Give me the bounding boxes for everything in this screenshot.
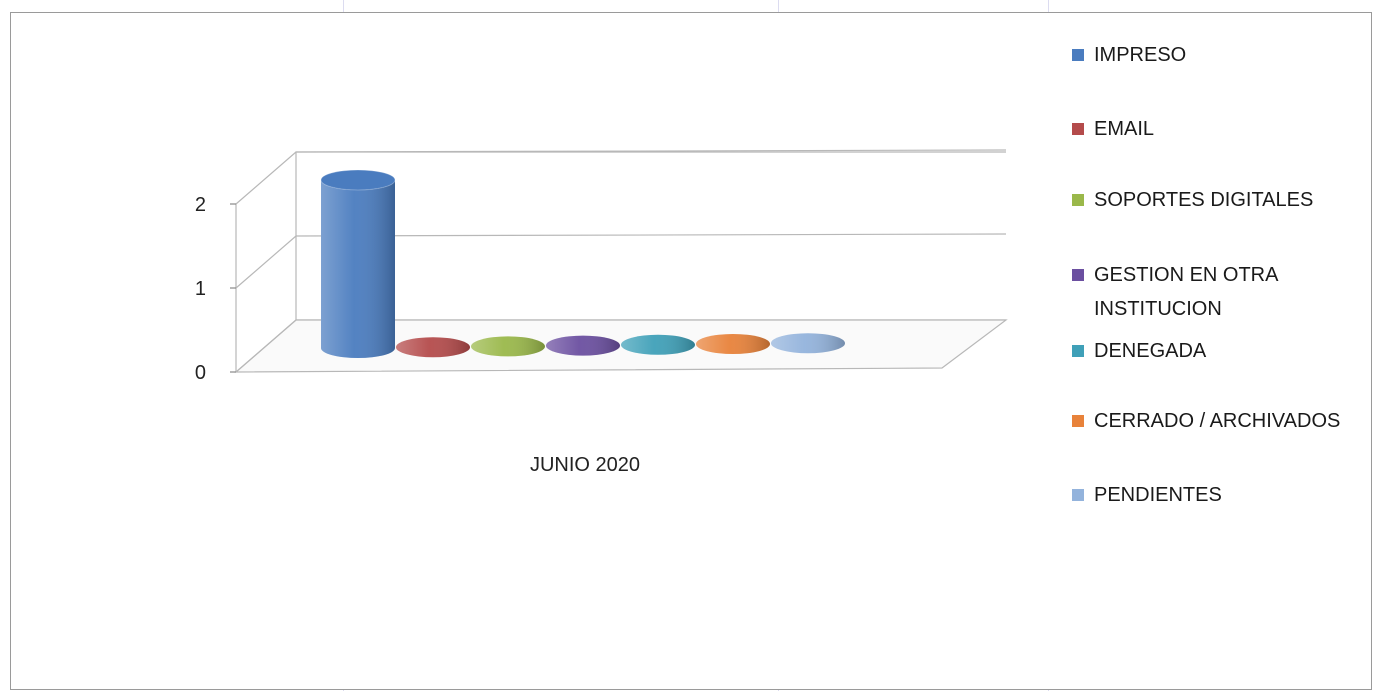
bar-top xyxy=(320,169,396,191)
legend-item: SOPORTES DIGITALES xyxy=(1072,183,1374,217)
legend-item: CERRADO / ARCHIVADOS xyxy=(1072,404,1374,438)
legend-swatch xyxy=(1072,415,1084,427)
legend-label: PENDIENTES xyxy=(1094,484,1222,506)
legend-swatch xyxy=(1072,123,1084,135)
bar-disc-shading xyxy=(771,333,845,354)
bar-disc-shading xyxy=(621,334,695,355)
gridline xyxy=(295,233,1007,237)
bar-gestion-en-otra-institucion xyxy=(546,335,620,356)
bar-disc-shading xyxy=(471,336,545,357)
bar-denegada xyxy=(621,334,695,355)
legend-swatch xyxy=(1072,269,1084,281)
legend-label: GESTION EN OTRA INSTITUCION xyxy=(1094,264,1278,320)
bar-cerrado-archivados xyxy=(696,334,770,354)
bar-pendientes xyxy=(771,333,845,354)
legend-label: SOPORTES DIGITALES xyxy=(1094,189,1314,211)
legend-swatch xyxy=(1072,194,1084,206)
legend-label: DENEGADA xyxy=(1094,340,1207,362)
legend-item: DENEGADA xyxy=(1072,334,1374,368)
bar-soportes-digitales xyxy=(471,336,545,357)
bar-impreso xyxy=(320,169,396,358)
y-tick-label: 0 xyxy=(195,362,206,384)
gridline-side xyxy=(235,151,297,205)
bar-email xyxy=(396,337,470,358)
bar-disc-shading xyxy=(396,337,470,358)
bar-disc-shading xyxy=(546,335,620,356)
legend-label: IMPRESO xyxy=(1094,44,1187,66)
y-tick-label: 2 xyxy=(195,194,206,216)
legend-swatch xyxy=(1072,489,1084,501)
legend-label: EMAIL xyxy=(1094,118,1155,140)
category-label: JUNIO 2020 xyxy=(530,454,640,476)
legend-label: CERRADO / ARCHIVADOS xyxy=(1094,410,1341,432)
bar-shading xyxy=(321,180,395,358)
gridline-side xyxy=(235,235,297,289)
legend-item: IMPRESO xyxy=(1072,38,1374,72)
side-wall-edge xyxy=(235,319,297,373)
y-tick-label: 1 xyxy=(195,278,206,300)
bar-disc-shading xyxy=(696,334,770,354)
legend-item: PENDIENTES xyxy=(1072,478,1374,512)
gridline xyxy=(295,149,1007,153)
legend-swatch xyxy=(1072,345,1084,357)
legend-item: GESTION EN OTRA INSTITUCION xyxy=(1072,258,1374,326)
legend-swatch xyxy=(1072,49,1084,61)
legend-item: EMAIL xyxy=(1072,112,1374,146)
